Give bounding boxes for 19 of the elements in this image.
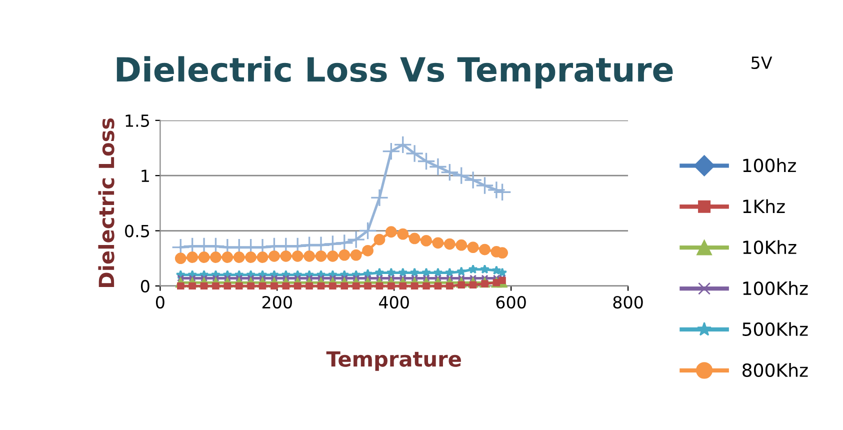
y-tick-label: 1	[142, 170, 149, 182]
x-tick-label: 600	[496, 296, 526, 309]
y-tick-label: 1.5	[126, 114, 149, 127]
text: 5V	[752, 56, 772, 70]
y-tick-label: 0	[140, 280, 150, 293]
x-tick-label: 800	[613, 296, 643, 309]
y-axis-title: Dielectric Loss	[98, 118, 114, 288]
x-tick-label: 400	[379, 296, 409, 309]
legend-label: 1Khz	[743, 199, 785, 213]
legend-label: 100hz	[743, 158, 796, 172]
x-tick-label: 0	[156, 296, 164, 309]
x-tick-label: 200	[262, 296, 292, 309]
chart-title: Dielectric Loss Vs Temprature	[116, 56, 673, 88]
y-tick-label: 0.5	[125, 224, 149, 238]
legend-label: 10Khz	[743, 240, 796, 254]
legend-label: 500Khz	[742, 322, 808, 336]
legend-label: 100Khz	[743, 281, 808, 296]
x-axis-title: Temprature	[326, 351, 461, 371]
legend-label: 800Khz	[742, 363, 808, 377]
